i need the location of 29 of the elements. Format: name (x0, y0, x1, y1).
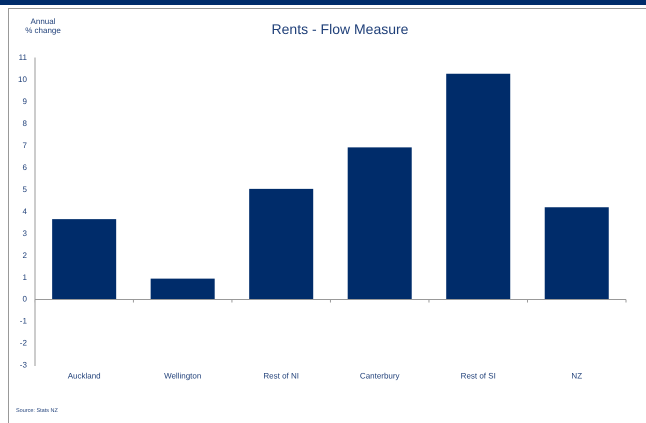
y-tick-label: 3 (22, 228, 28, 238)
bar (544, 207, 609, 300)
y-tick-label: -2 (20, 338, 28, 348)
y-tick-label: 5 (22, 184, 28, 194)
y-tick-label: 7 (22, 141, 28, 150)
bar (348, 147, 412, 300)
y-tick-label: -3 (20, 360, 28, 370)
y-tick-label: 6 (22, 162, 28, 172)
y-tick-label: 9 (22, 97, 28, 106)
y-tick-label: 0 (22, 294, 28, 304)
x-tick-label: Rest of NI (263, 371, 299, 380)
x-tick-label: Auckland (68, 371, 101, 380)
y-tick-label: 1 (22, 272, 28, 282)
x-tick-label: Canterbury (360, 371, 400, 380)
y-tick-label: 10 (18, 75, 28, 84)
y-tick-label: -1 (20, 316, 28, 326)
y-tick-label: 8 (22, 119, 28, 128)
y-tick-label: 4 (22, 206, 28, 216)
x-tick-label: NZ (571, 371, 582, 380)
y-tick-label: 11 (18, 53, 28, 62)
y-axis-title: Annual % change (24, 17, 62, 35)
y-tick-label: 2 (22, 250, 28, 260)
chart-title: Rents - Flow Measure (270, 21, 410, 37)
x-tick-label: Wellington (164, 371, 202, 380)
bar (150, 278, 215, 300)
bar (249, 188, 314, 300)
bar (446, 74, 510, 300)
x-tick-label: Rest of SI (460, 371, 496, 380)
bar (52, 219, 116, 300)
